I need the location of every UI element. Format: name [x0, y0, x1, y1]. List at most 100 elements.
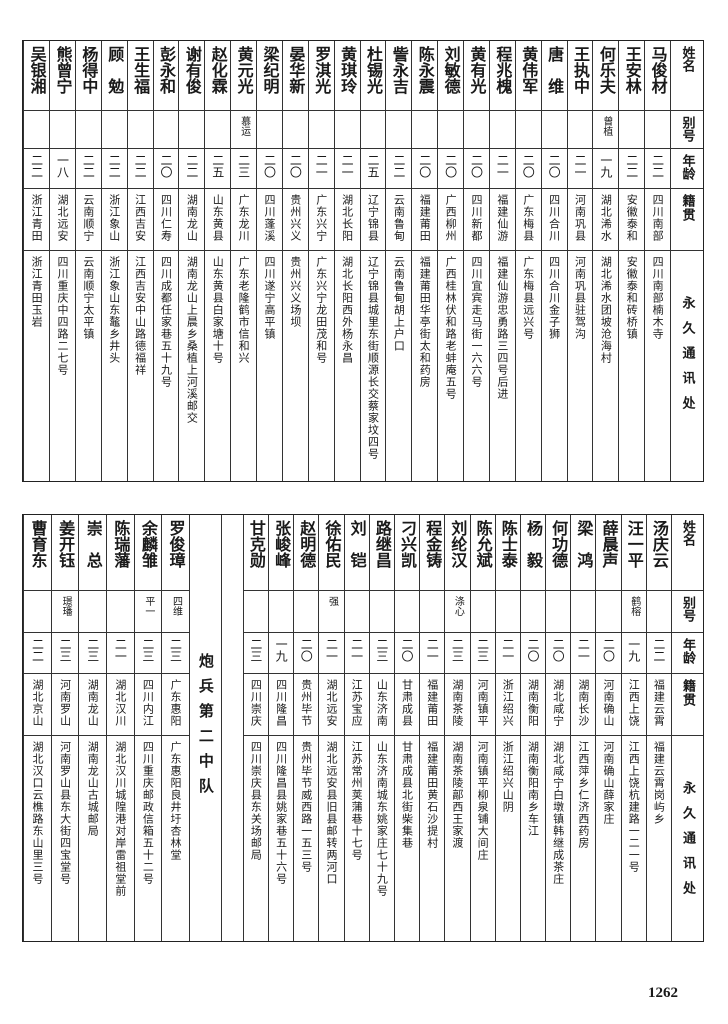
name-text: 谢有俊	[182, 46, 202, 94]
age-cell: 二二	[619, 149, 645, 189]
name-cell: 刘敏德	[438, 41, 464, 111]
address-text: 浙江象山东鼇乡井头	[107, 256, 121, 364]
name-cell: 黄有光	[464, 41, 489, 111]
origin-cell: 湖南龙山	[79, 674, 107, 736]
age-text: 二一	[425, 638, 440, 662]
alias-cell	[596, 591, 621, 633]
address-text: 浙江青田玉岩	[30, 256, 44, 328]
name-cell: 马俊材	[645, 41, 671, 111]
address-text: 四川遂宁高平镇	[262, 256, 276, 340]
person-column: 徐佑民强二一 湖北远安 湖北远安县旧县邮转两河口	[318, 515, 344, 941]
address-cell: 浙江绍兴山阴	[496, 736, 520, 940]
alias-cell	[489, 111, 515, 149]
origin-text: 江西上饶	[627, 679, 641, 727]
address-cell: 江西吉安中山路德福祥	[128, 251, 153, 480]
age-cell: 二二	[386, 149, 412, 189]
alias-cell	[153, 111, 179, 149]
origin-text: 河南罗山	[58, 679, 72, 727]
age-text: 二三	[168, 638, 183, 662]
alias-cell	[360, 111, 386, 149]
age-cell: 二二	[101, 149, 127, 189]
name-text: 刁兴凯	[398, 520, 418, 568]
person-column: 程兆槐 二一 福建仙游 福建仙游忠勇路三四号后进	[488, 41, 515, 481]
address-cell: 四川宜宾走马街一六六号	[464, 251, 489, 480]
origin-cell: 湖北京山	[24, 674, 51, 736]
origin-text: 湖南龙山	[185, 194, 199, 242]
alias-cell	[438, 111, 464, 149]
origin-cell: 广东梅县	[515, 189, 541, 251]
person-column: 刁兴凯 二〇 甘肃成县 甘肃成县北街柴集巷	[393, 515, 420, 941]
name-cell: 杨 毅	[520, 515, 546, 591]
address-cell: 浙江青田玉岩	[24, 251, 49, 480]
name-cell: 余麟雏	[134, 515, 162, 591]
age-text: 二〇	[158, 154, 173, 178]
origin-text: 四川仁寿	[159, 194, 173, 242]
age-text: 二二	[107, 154, 122, 178]
address-text: 四川隆昌县姚家巷五十六号	[274, 741, 288, 885]
origin-cell: 福建莆田	[412, 189, 438, 251]
header-name-text: 姓名	[680, 520, 695, 546]
header-origin-cell: 籍贯	[672, 674, 703, 736]
person-column: 晏华新 二〇 贵州兴义 贵州兴义场坝	[281, 41, 308, 481]
age-cell: 二〇	[520, 633, 546, 674]
name-text: 罗俊璋	[166, 520, 186, 568]
person-column: 薛晨声 二〇 河南确山 河南确山薛家庄	[595, 515, 621, 941]
alias-cell	[571, 591, 596, 633]
origin-cell: 浙江绍兴	[495, 674, 520, 736]
age-cell: 二二	[75, 149, 101, 189]
address-text: 江西吉安中山路德福祥	[133, 256, 147, 376]
address-text: 湖北汉川城隍港对岸雷祖堂前	[113, 741, 127, 897]
header-alias-text: 别号	[679, 116, 695, 142]
name-text: 刘 铠	[347, 520, 367, 568]
name-cell: 曹育东	[24, 515, 51, 591]
age-cell: 二五	[205, 149, 231, 189]
age-cell: 二二	[179, 149, 205, 189]
age-text: 二二	[624, 154, 639, 178]
name-text: 刘纶汉	[448, 520, 468, 568]
person-column: 崇 总二三 湖南龙山 湖南龙山古城邮局	[78, 515, 107, 941]
header-address-cell: 永久通讯处	[672, 736, 703, 940]
origin-cell: 浙江青田	[24, 189, 50, 251]
address-text: 福建莆田华亭街太和药房	[418, 256, 432, 388]
address-text: 山东济南城东姚家庄七十九号	[375, 741, 389, 897]
alias-cell	[495, 591, 520, 633]
origin-cell: 湖北长阳	[334, 189, 360, 251]
alias-text: 涤心	[452, 596, 464, 616]
origin-cell: 河南巩县	[567, 189, 593, 251]
age-text: 二一	[113, 638, 128, 662]
address-cell: 福建仙游忠勇路三四号后进	[490, 251, 515, 480]
address-cell: 四川崇庆县东关场邮局	[244, 736, 268, 940]
age-text: 二三	[140, 638, 155, 662]
name-text: 熊曾宁	[53, 46, 73, 94]
name-text: 路继昌	[372, 520, 392, 568]
age-cell: 二〇	[546, 633, 571, 674]
age-cell: 二〇	[438, 149, 464, 189]
name-cell: 甘克勋	[243, 515, 268, 591]
name-cell: 姜开钰	[51, 515, 79, 591]
origin-text: 湖北汉川	[113, 679, 127, 727]
origin-text: 湖北远安	[324, 679, 338, 727]
origin-text: 安徽泰和	[625, 194, 639, 242]
header-name-cell: 姓名	[672, 515, 703, 591]
origin-cell: 湖南茶陵	[445, 674, 470, 736]
origin-cell: 甘肃成县	[394, 674, 420, 736]
address-cell: 贵州兴义场坝	[283, 251, 308, 480]
address-text: 四川合川金子狮	[547, 256, 561, 340]
origin-text: 四川崇庆	[249, 679, 263, 727]
age-cell: 二〇	[412, 149, 438, 189]
address-text: 福建云霄岗屿乡	[652, 741, 666, 825]
age-cell: 二〇	[541, 149, 567, 189]
name-cell: 熊曾宁	[50, 41, 75, 111]
name-cell: 訾永吉	[386, 41, 412, 111]
age-text: 二二	[651, 638, 666, 662]
name-text: 梁 鸿	[574, 520, 594, 568]
address-cell: 河南确山薛家庄	[596, 736, 620, 940]
name-cell: 晏华新	[282, 41, 308, 111]
origin-text: 广东惠阳	[169, 679, 183, 727]
origin-cell: 江西上饶	[621, 674, 646, 736]
address-text: 湖北浠水团坡沧海村	[599, 256, 613, 364]
alias-cell	[257, 111, 282, 149]
address-text: 河南巩县驻驾沟	[573, 256, 587, 340]
person-column: 杨 毅二〇 湖南衡阳 湖南衡阳南乡车江	[519, 515, 546, 941]
age-text: 二〇	[443, 154, 458, 178]
